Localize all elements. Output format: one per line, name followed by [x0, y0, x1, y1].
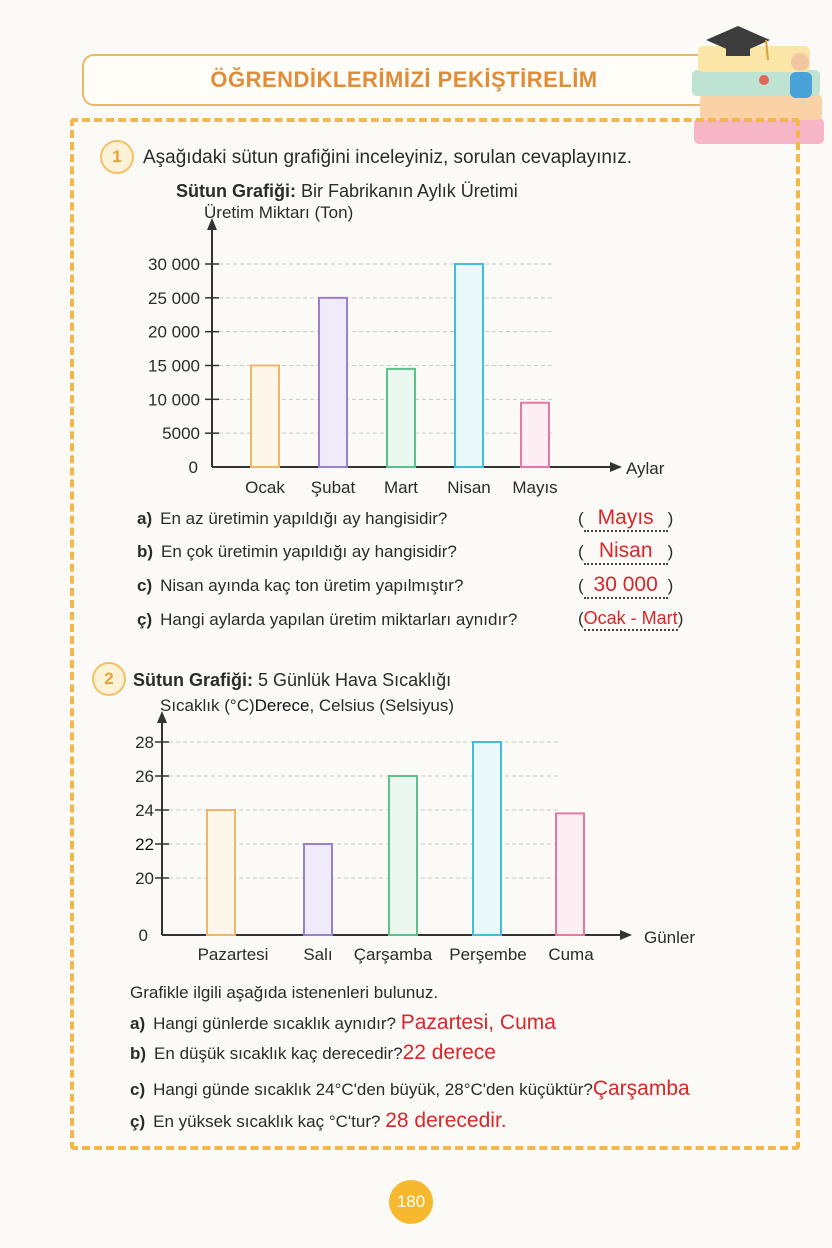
books-graduation-cap-icon: [692, 26, 824, 144]
chart-1-xtick-label: Mayıs: [512, 478, 557, 497]
q1-a-text: En az üretimin yapıldığı ay hangisidir?: [160, 509, 448, 528]
chart-1-bar: [386, 367, 416, 468]
chart-1-bar: [250, 364, 280, 468]
q1-answer-b: (Nisan): [578, 539, 673, 565]
chart-2-xtick-label: Perşembe: [449, 945, 526, 964]
chart-1-bar: [520, 401, 550, 468]
q1-c-letter: c): [137, 576, 153, 595]
chart-1-ytick-label: 0: [189, 458, 198, 477]
chart-2-ytick-label: 26: [135, 767, 154, 786]
page-number: 180: [389, 1180, 433, 1224]
production-bar-chart: Üretim Miktarı (Ton) 0 5000 10 000 15 000 20 …: [148, 203, 665, 497]
chart-1-title: Sütun Grafiği: Bir Fabrikanın Aylık Üret…: [176, 181, 518, 202]
q2-a-answer: Pazartesi, Cuma: [400, 1011, 556, 1034]
q1-answer-cc: (Ocak - Mart): [578, 608, 683, 631]
chart-1-ytick-label: 20 000: [148, 323, 200, 342]
question-2-intro: Grafikle ilgili aşağıda istenenleri bulu…: [130, 983, 439, 1002]
chart-1-bar: [318, 296, 348, 469]
chart-1-y-arrow: [207, 218, 217, 230]
q2-question-c: c) Hangi günde sıcaklık 24°C'den büyük, 2…: [130, 1077, 690, 1101]
q1-b-letter: b): [137, 542, 154, 561]
chart-2-ytick-label: 20: [135, 869, 154, 888]
q1-question-a: a) En az üretimin yapıldığı ay hangisidir…: [137, 509, 447, 529]
chart-1-ytick-label: 25 000: [148, 289, 200, 308]
q2-b-answer: 22 derece: [402, 1041, 496, 1064]
q1-c-text: Nisan ayında kaç ton üretim yapılmıştır?: [160, 576, 464, 595]
chart-2-ytick-label: 24: [135, 801, 154, 820]
q2-c-text: Hangi günde sıcaklık 24°C'den büyük, 28°…: [153, 1080, 593, 1099]
chart-1-bar: [454, 263, 484, 468]
q1-cc-answer: Ocak - Mart: [583, 608, 678, 628]
chart-1-xlabel: Aylar: [626, 459, 665, 478]
chart-2-x-arrow: [620, 930, 632, 940]
chart-2-ylabel-part1: Sıcaklık (°C): [160, 696, 255, 715]
chart-2-xlabel: Günler: [644, 928, 695, 947]
q2-c-letter: c): [130, 1080, 146, 1099]
chart-2-xtick-label: Pazartesi: [198, 945, 269, 964]
q2-question-a: a) Hangi günlerde sıcaklık aynıdır? Pazar…: [130, 1011, 556, 1035]
chart-1-xtick-label: Şubat: [311, 478, 356, 497]
q1-b-text: En çok üretimin yapıldığı ay hangisidir?: [161, 542, 457, 561]
q1-question-b: b) En çok üretimin yapıldığı ay hangisidi…: [137, 542, 457, 562]
q1-a-letter: a): [137, 509, 153, 528]
chart-2-bar: [555, 812, 585, 936]
q1-a-answer: Mayıs: [597, 506, 654, 529]
q1-answer-a: (Mayıs): [578, 506, 673, 532]
question-1-instruction: Aşağıdaki sütun grafiğini inceleyiniz, s…: [143, 147, 632, 168]
chart-2-bar: [472, 741, 502, 936]
chart-1-ytick-label: 30 000: [148, 255, 200, 274]
q2-b-text: En düşük sıcaklık kaç derecedir?: [154, 1044, 403, 1063]
chart-2-bar: [206, 809, 236, 936]
chart-2-xtick-label: Çarşamba: [354, 945, 433, 964]
chart-1-ytick-label: 10 000: [148, 390, 200, 409]
chart-1-title-rest: Bir Fabrikanın Aylık Üretimi: [296, 181, 518, 201]
q2-cc-text: En yüksek sıcaklık kaç °C'tur?: [153, 1112, 381, 1131]
q2-c-answer: Çarşamba: [592, 1077, 690, 1100]
q1-b-answer: Nisan: [598, 539, 653, 562]
chart-2-ylabel-part2: , Celsius (Selsiyus): [309, 696, 454, 715]
q1-question-cc: ç) Hangi aylarda yapılan üretim miktarlar…: [137, 610, 517, 630]
chart-2-xtick-label: Salı: [303, 945, 332, 964]
q1-cc-letter: ç): [137, 610, 153, 629]
chart-1-ytick-label: 5000: [162, 424, 200, 443]
q2-cc-letter: ç): [130, 1112, 146, 1131]
q1-question-c: c) Nisan ayında kaç ton üretim yapılmıştı…: [137, 576, 463, 596]
section-header: ÖĞRENDİKLERİMİZİ PEKİŞTİRELİM: [82, 54, 726, 106]
chart-2-bar: [303, 843, 333, 936]
exercise-frame: [70, 118, 800, 1150]
chart-1-ylabel: Üretim Miktarı (Ton): [204, 203, 353, 222]
chart-1-xtick-label: Nisan: [447, 478, 490, 497]
chart-2-ytick-label: 22: [135, 835, 154, 854]
chart-1-xtick-label: Ocak: [245, 478, 285, 497]
q1-c-answer: 30 000: [593, 573, 658, 596]
chart-2-ylabel: Sıcaklık (°C)Derece, Celsius (Selsiyus): [160, 696, 454, 716]
chart-2-ytick-label: 28: [135, 733, 154, 752]
chart-1-xtick-label: Mart: [384, 478, 418, 497]
section-title: ÖĞRENDİKLERİMİZİ PEKİŞTİRELİM: [210, 67, 598, 92]
question-2-number: 2: [92, 662, 126, 696]
chart-1-x-arrow: [610, 462, 622, 472]
chart-2-bar: [388, 775, 418, 936]
q1-cc-text: Hangi aylarda yapılan üretim miktarları …: [160, 610, 518, 629]
chart-2-title-bold: Sütun Grafiği:: [133, 670, 253, 690]
chart-2-xtick-label: Cuma: [548, 945, 594, 964]
q2-b-letter: b): [130, 1044, 147, 1063]
question-1-number: 1: [100, 140, 134, 174]
chart-2-title: Sütun Grafiği: 5 Günlük Hava Sıcaklığı: [133, 670, 451, 691]
q2-a-letter: a): [130, 1014, 146, 1033]
chart-2-origin-label: 0: [139, 926, 148, 945]
q2-a-text: Hangi günlerde sıcaklık aynıdır?: [153, 1014, 396, 1033]
q1-answer-c: (30 000): [578, 573, 673, 599]
chart-2-y-arrow: [157, 711, 167, 723]
q2-cc-answer: 28 derecedir.: [385, 1109, 507, 1132]
temperature-bar-chart: 20 22 24 26 28 0 Günler Pazartesi Salı Çarşamba Pe…: [135, 711, 695, 964]
chart-2-title-rest: 5 Günlük Hava Sıcaklığı: [253, 670, 452, 690]
chart-1-ytick-label: 15 000: [148, 357, 200, 376]
q2-question-cc: ç) En yüksek sıcaklık kaç °C'tur? 28 dere…: [130, 1109, 507, 1133]
q2-question-b: b) En düşük sıcaklık kaç derecedir?22 der…: [130, 1041, 496, 1065]
chart-2-ylabel-written: Derece: [254, 696, 310, 715]
chart-1-title-bold: Sütun Grafiği:: [176, 181, 296, 201]
